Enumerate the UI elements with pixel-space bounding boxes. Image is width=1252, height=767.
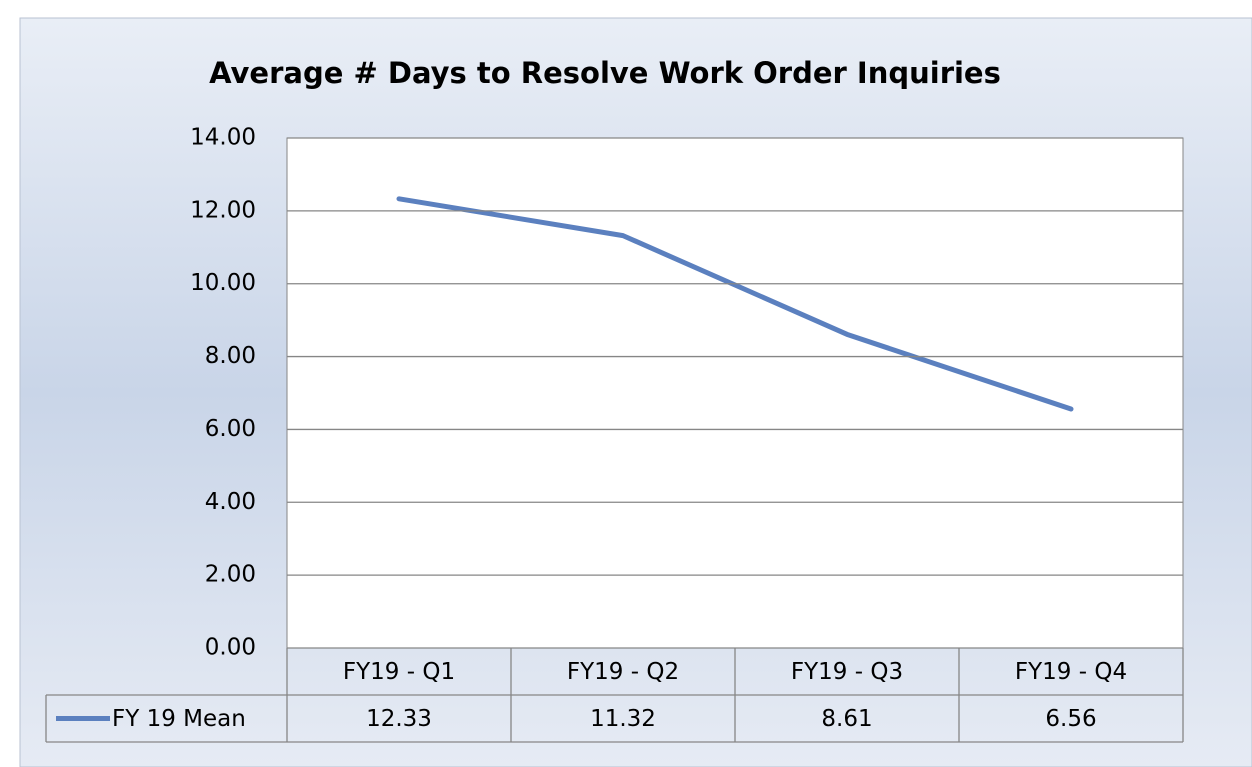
plot-area (286, 137, 1184, 649)
table-value: 8.61 (821, 706, 872, 732)
x-tick-label: FY19 - Q4 (1015, 659, 1127, 685)
data-line (396, 196, 1074, 412)
x-tick-label: FY19 - Q1 (343, 659, 455, 685)
y-tick-label: 6.00 (205, 416, 256, 442)
y-tick-label: 4.00 (205, 489, 256, 515)
chart-title: Average # Days to Resolve Work Order Inq… (209, 56, 1001, 90)
y-tick-label: 2.00 (205, 562, 256, 588)
x-tick-label: FY19 - Q3 (791, 659, 903, 685)
y-tick-label: 0.00 (205, 635, 256, 661)
y-tick-label: 12.00 (190, 197, 256, 223)
legend-label: FY 19 Mean (112, 706, 246, 732)
y-tick-label: 10.00 (190, 270, 256, 296)
y-tick-label: 8.00 (205, 343, 256, 369)
table-value: 6.56 (1045, 706, 1096, 732)
y-tick-label: 14.00 (190, 125, 256, 151)
table-value: 12.33 (366, 706, 432, 732)
table-value: 11.32 (590, 706, 656, 732)
x-tick-label: FY19 - Q2 (567, 659, 679, 685)
